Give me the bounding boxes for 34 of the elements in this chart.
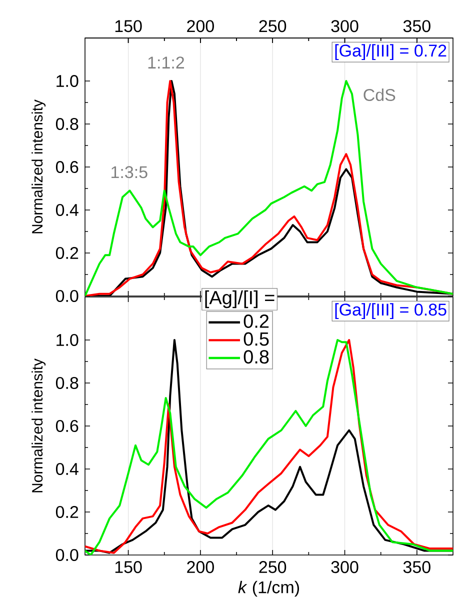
x-tick-label: 150 (115, 561, 142, 574)
y-axis-title: Normalized intensity (32, 100, 46, 234)
legend-label: 0.2 (244, 314, 269, 328)
legend-title: [Ag]/[I] = (205, 290, 274, 308)
x2-tick-label: 300 (331, 20, 358, 32)
legend-label: 0.8 (244, 350, 269, 364)
y-tick-label: 0.4 (56, 204, 78, 216)
y-tick-label: 1.0 (56, 334, 78, 346)
y-tick-label: 0.6 (56, 160, 78, 174)
x-tick-label: 350 (403, 561, 430, 574)
x2-tick-label: 250 (259, 20, 286, 32)
y-tick-label: 0.0 (56, 290, 78, 302)
x2-tick-label: 350 (403, 20, 430, 32)
x-tick-label: 200 (187, 561, 214, 574)
x-tick-label: 250 (259, 561, 286, 574)
annotation: [Ga]/[III] = 0.85 (335, 303, 446, 320)
y-tick-label: 0.2 (56, 506, 78, 518)
x-tick-label: 300 (331, 561, 358, 574)
y-tick-label: 0.6 (56, 420, 78, 432)
annotation: 1:3:5 (112, 166, 148, 178)
y-tick-label: 1.0 (56, 74, 78, 88)
x2-tick-label: 150 (115, 20, 142, 32)
annotation: [Ga]/[III] = 0.72 (335, 44, 446, 60)
x2-tick-label: 200 (187, 20, 214, 32)
annotation: 1:1:2 (148, 56, 184, 68)
y-axis-title: Normalized intensity (32, 358, 46, 492)
annotation: CdS (364, 88, 396, 102)
y-tick-label: 0.0 (56, 548, 78, 562)
legend-label: 0.5 (244, 332, 269, 346)
y-tick-label: 0.4 (56, 462, 78, 476)
y-tick-label: 0.8 (56, 376, 78, 390)
y-tick-label: 0.2 (56, 246, 78, 260)
x-axis-title: k (1/cm) (238, 580, 299, 597)
y-tick-label: 0.8 (56, 118, 78, 130)
